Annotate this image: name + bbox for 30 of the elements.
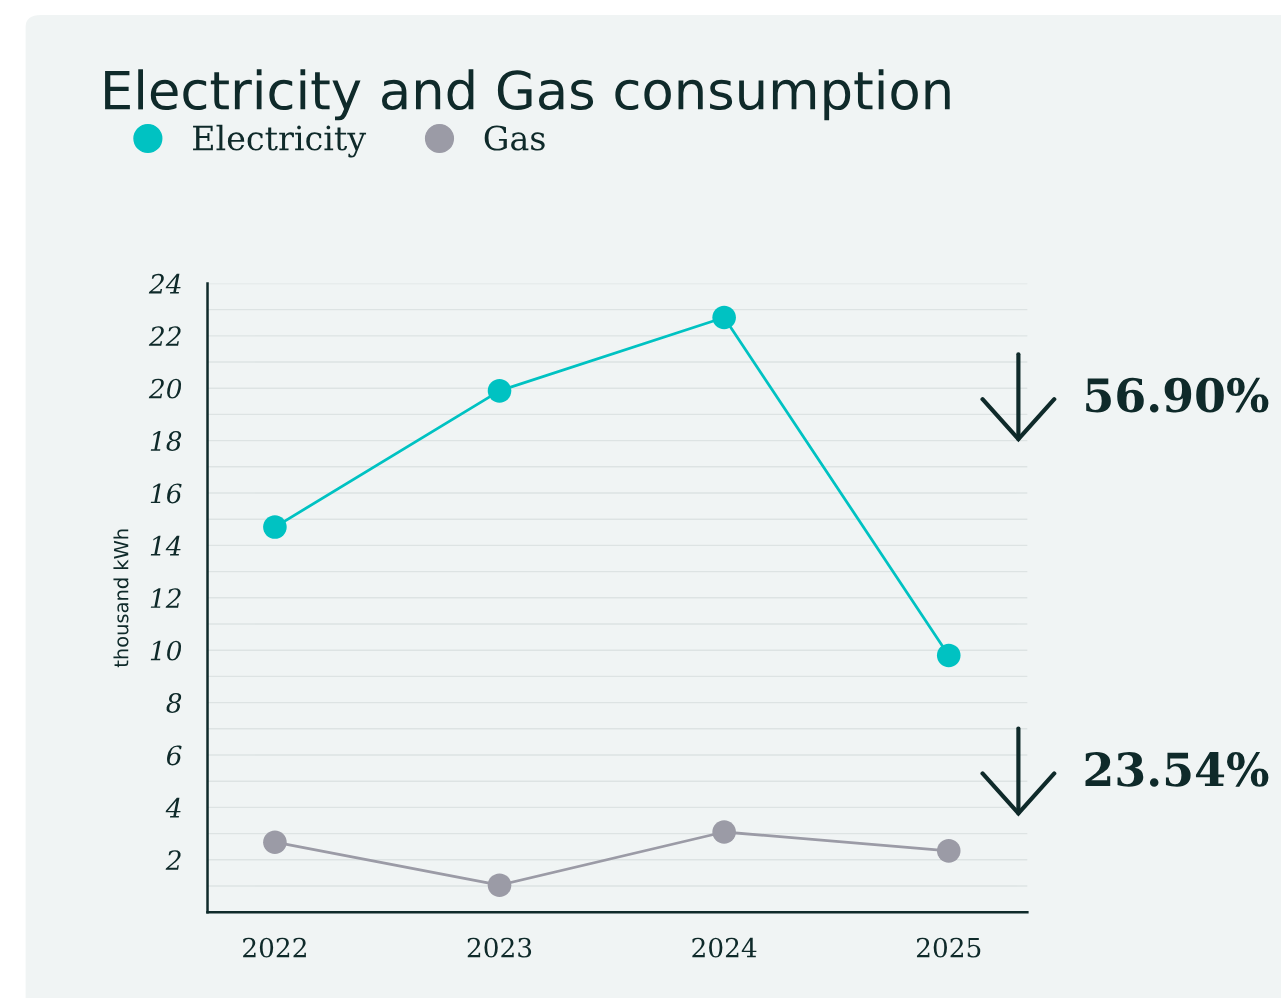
y-tick-label: 18 — [150, 431, 182, 452]
x-tick-label: 2025 — [916, 937, 981, 958]
point — [487, 873, 512, 897]
y-tick-label: 8 — [166, 693, 182, 713]
point — [263, 830, 287, 855]
legend-label: Gas — [484, 125, 545, 151]
y-tick-label: 14 — [150, 535, 181, 556]
point — [936, 643, 961, 668]
y-tick-label: 4 — [165, 797, 181, 818]
y-tick-label: 12 — [150, 588, 181, 608]
y-tick-label: 16 — [150, 483, 182, 504]
y-tick-label: 20 — [148, 378, 182, 399]
x-tick-label: 2024 — [692, 937, 757, 958]
y-tick-label: 6 — [167, 745, 182, 766]
legend-label: Electricity — [193, 124, 367, 158]
point — [263, 515, 287, 539]
y-axis-title: thousand kWh — [113, 529, 129, 668]
point — [712, 820, 736, 844]
point — [487, 379, 512, 403]
x-tick-label: 2023 — [467, 937, 532, 958]
text: 56.90% — [1086, 377, 1269, 413]
text: 23.54% — [1085, 752, 1269, 787]
x-tick-label: 2022 — [243, 937, 306, 958]
y-tick-label: 24 — [148, 273, 181, 294]
y-tick-label: 2 — [165, 850, 181, 870]
point — [712, 305, 736, 330]
y-tick-label: 22 — [148, 326, 181, 346]
point — [936, 839, 961, 863]
y-tick-label: 10 — [150, 640, 182, 661]
chart-title: Electricity and Gas consumption — [105, 69, 950, 121]
